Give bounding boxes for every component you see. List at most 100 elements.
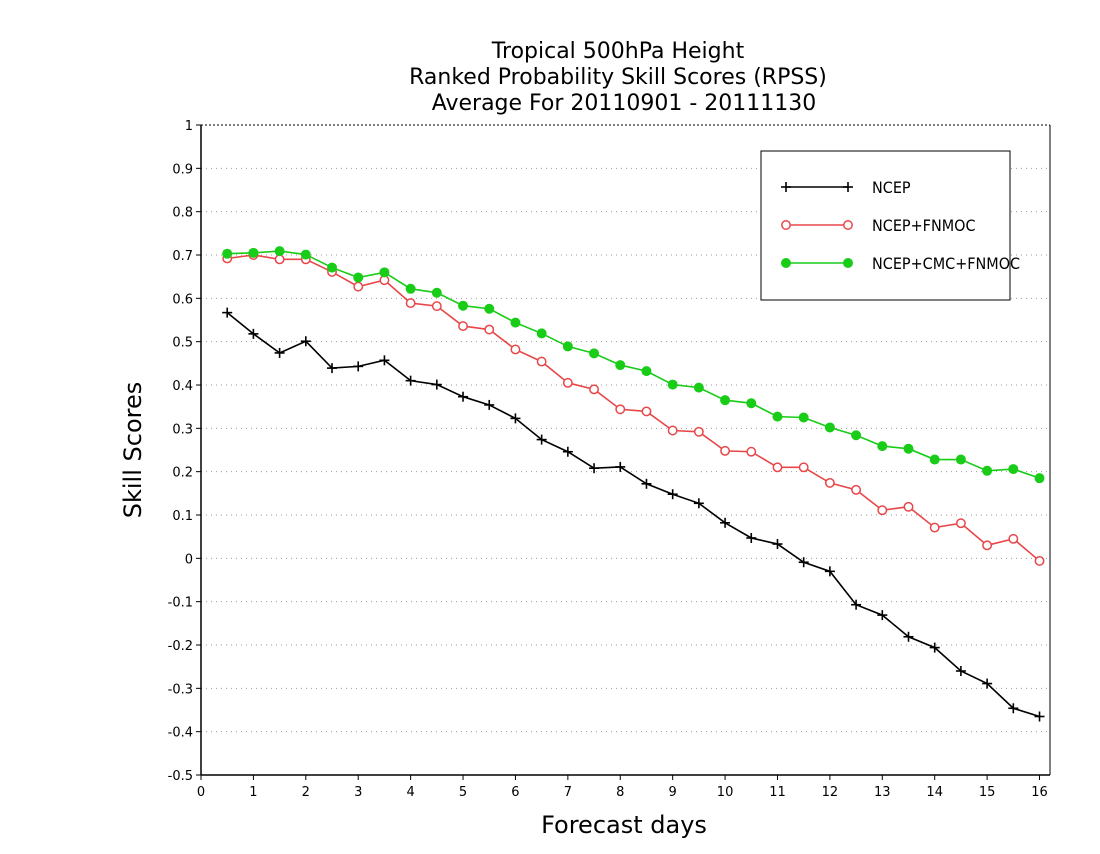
x-tick-label: 0 <box>197 785 205 800</box>
legend-marker-ncep <box>781 182 791 192</box>
data-point-ncep <box>248 328 259 339</box>
x-tick-label: 14 <box>926 785 943 800</box>
x-tick-label: 16 <box>1031 785 1048 800</box>
data-point-ncep-fnmoc <box>1008 533 1019 544</box>
y-tick-label: -0.3 <box>168 682 193 697</box>
data-point-ncep <box>484 399 495 410</box>
x-tick-label: 3 <box>354 785 362 800</box>
data-point-ncep <box>693 498 704 509</box>
x-axis-label: Forecast days <box>541 811 707 839</box>
data-point-ncep-fnmoc <box>484 324 495 335</box>
data-point-ncep-cmc-fnmoc <box>510 317 521 328</box>
data-point-ncep-cmc-fnmoc <box>405 283 416 294</box>
data-point-ncep <box>955 666 966 676</box>
series-ncep <box>222 307 1045 722</box>
data-point-ncep-cmc-fnmoc <box>1034 473 1045 484</box>
data-point-ncep-cmc-fnmoc <box>589 348 600 359</box>
legend-item-ncep-cmc-fnmoc: NCEP+CMC+FNMOC <box>781 254 1020 273</box>
y-tick-label: -0.4 <box>168 726 193 741</box>
y-tick-label: -0.2 <box>168 639 193 654</box>
data-point-ncep-cmc-fnmoc <box>824 422 835 433</box>
data-point-ncep-fnmoc <box>458 321 468 332</box>
data-point-ncep-cmc-fnmoc <box>248 247 259 258</box>
data-point-ncep-cmc-fnmoc <box>982 465 993 476</box>
data-point-ncep <box>746 532 757 543</box>
data-point-ncep <box>772 539 783 550</box>
legend-item-ncep-fnmoc: NCEP+FNMOC <box>781 216 976 235</box>
y-axis-label: Skill Scores <box>119 382 147 519</box>
data-point-ncep-cmc-fnmoc <box>615 360 626 371</box>
y-tick-label: 0.8 <box>172 206 193 221</box>
y-tick-label: 0.1 <box>172 509 193 524</box>
data-point-ncep-cmc-fnmoc <box>1008 464 1019 475</box>
y-tick-label: 1 <box>185 119 193 134</box>
data-point-ncep-fnmoc <box>851 484 862 495</box>
data-point-ncep-fnmoc <box>667 425 678 436</box>
legend-label-ncep-cmc-fnmoc: NCEP+CMC+FNMOC <box>872 254 1020 273</box>
legend-item-ncep: NCEP <box>781 178 911 197</box>
data-point-ncep-fnmoc <box>877 505 888 516</box>
data-point-ncep-cmc-fnmoc <box>877 441 888 452</box>
data-point-ncep <box>353 361 364 372</box>
data-point-ncep-fnmoc <box>562 377 573 388</box>
x-tick-label: 13 <box>874 785 891 800</box>
data-point-ncep-cmc-fnmoc <box>327 262 338 273</box>
legend-marker-ncep-fnmoc <box>781 220 791 230</box>
data-point-ncep-fnmoc <box>772 462 783 473</box>
y-tick-label: -0.5 <box>168 769 193 784</box>
legend-marker-ncep-cmc-fnmoc <box>781 258 791 268</box>
legend-marker-ncep-fnmoc <box>843 220 853 230</box>
data-point-ncep-fnmoc <box>510 344 521 355</box>
y-tick-label: 0.9 <box>172 162 193 177</box>
data-point-ncep <box>824 566 835 577</box>
y-tick-label: 0.7 <box>172 249 193 264</box>
y-tick-label: 0.4 <box>172 379 193 394</box>
data-point-ncep-cmc-fnmoc <box>746 398 757 409</box>
data-point-ncep <box>379 355 390 366</box>
data-point-ncep-fnmoc <box>955 518 966 529</box>
axes: 1 0.9 0.8 0.7 0.6 0.5 0.4 0.3 0.2 0.1 0 -0.1 -0.2 -0.… <box>168 119 1051 800</box>
data-point-ncep-fnmoc <box>405 298 416 309</box>
data-point-ncep-fnmoc <box>589 384 600 395</box>
data-point-ncep-cmc-fnmoc <box>222 248 233 259</box>
data-point-ncep-cmc-fnmoc <box>300 249 311 260</box>
data-point-ncep-fnmoc <box>431 301 442 312</box>
x-tick-label: 4 <box>406 785 414 800</box>
data-point-ncep-fnmoc <box>615 404 626 415</box>
data-point-ncep <box>589 463 600 474</box>
x-tick-label: 7 <box>564 785 572 800</box>
x-tick-label: 2 <box>302 785 310 800</box>
data-point-ncep <box>667 489 678 500</box>
x-tick-label: 10 <box>717 785 734 800</box>
data-point-ncep-fnmoc <box>982 540 993 551</box>
data-point-ncep-cmc-fnmoc <box>379 267 390 278</box>
data-point-ncep <box>510 413 521 424</box>
data-point-ncep-fnmoc <box>824 477 835 488</box>
data-point-ncep-cmc-fnmoc <box>955 454 966 465</box>
legend-label-ncep: NCEP <box>872 178 911 197</box>
data-point-ncep <box>300 336 311 347</box>
data-series <box>222 246 1045 722</box>
data-point-ncep-fnmoc <box>720 445 731 456</box>
data-point-ncep <box>641 478 652 489</box>
data-point-ncep <box>327 363 338 374</box>
data-point-ncep-cmc-fnmoc <box>772 411 783 422</box>
data-point-ncep-cmc-fnmoc <box>929 454 940 465</box>
series-line-ncep-fnmoc <box>227 254 1041 562</box>
data-point-ncep-fnmoc <box>536 356 547 367</box>
data-point-ncep-fnmoc <box>903 501 914 512</box>
chart-title-line-1: Tropical 500hPa Height <box>491 39 745 64</box>
data-point-ncep <box>798 557 809 568</box>
chart-title-line-2: Ranked Probability Skill Scores (RPSS) <box>409 65 827 90</box>
data-point-ncep-fnmoc <box>274 254 285 265</box>
data-point-ncep-fnmoc <box>353 281 364 292</box>
data-point-ncep-fnmoc <box>1034 555 1045 566</box>
data-point-ncep <box>431 379 442 390</box>
data-point-ncep <box>615 461 626 472</box>
x-tick-label: 11 <box>769 785 786 800</box>
data-point-ncep-cmc-fnmoc <box>903 443 914 454</box>
data-point-ncep-fnmoc <box>746 446 757 457</box>
x-tick-label: 5 <box>459 785 467 800</box>
